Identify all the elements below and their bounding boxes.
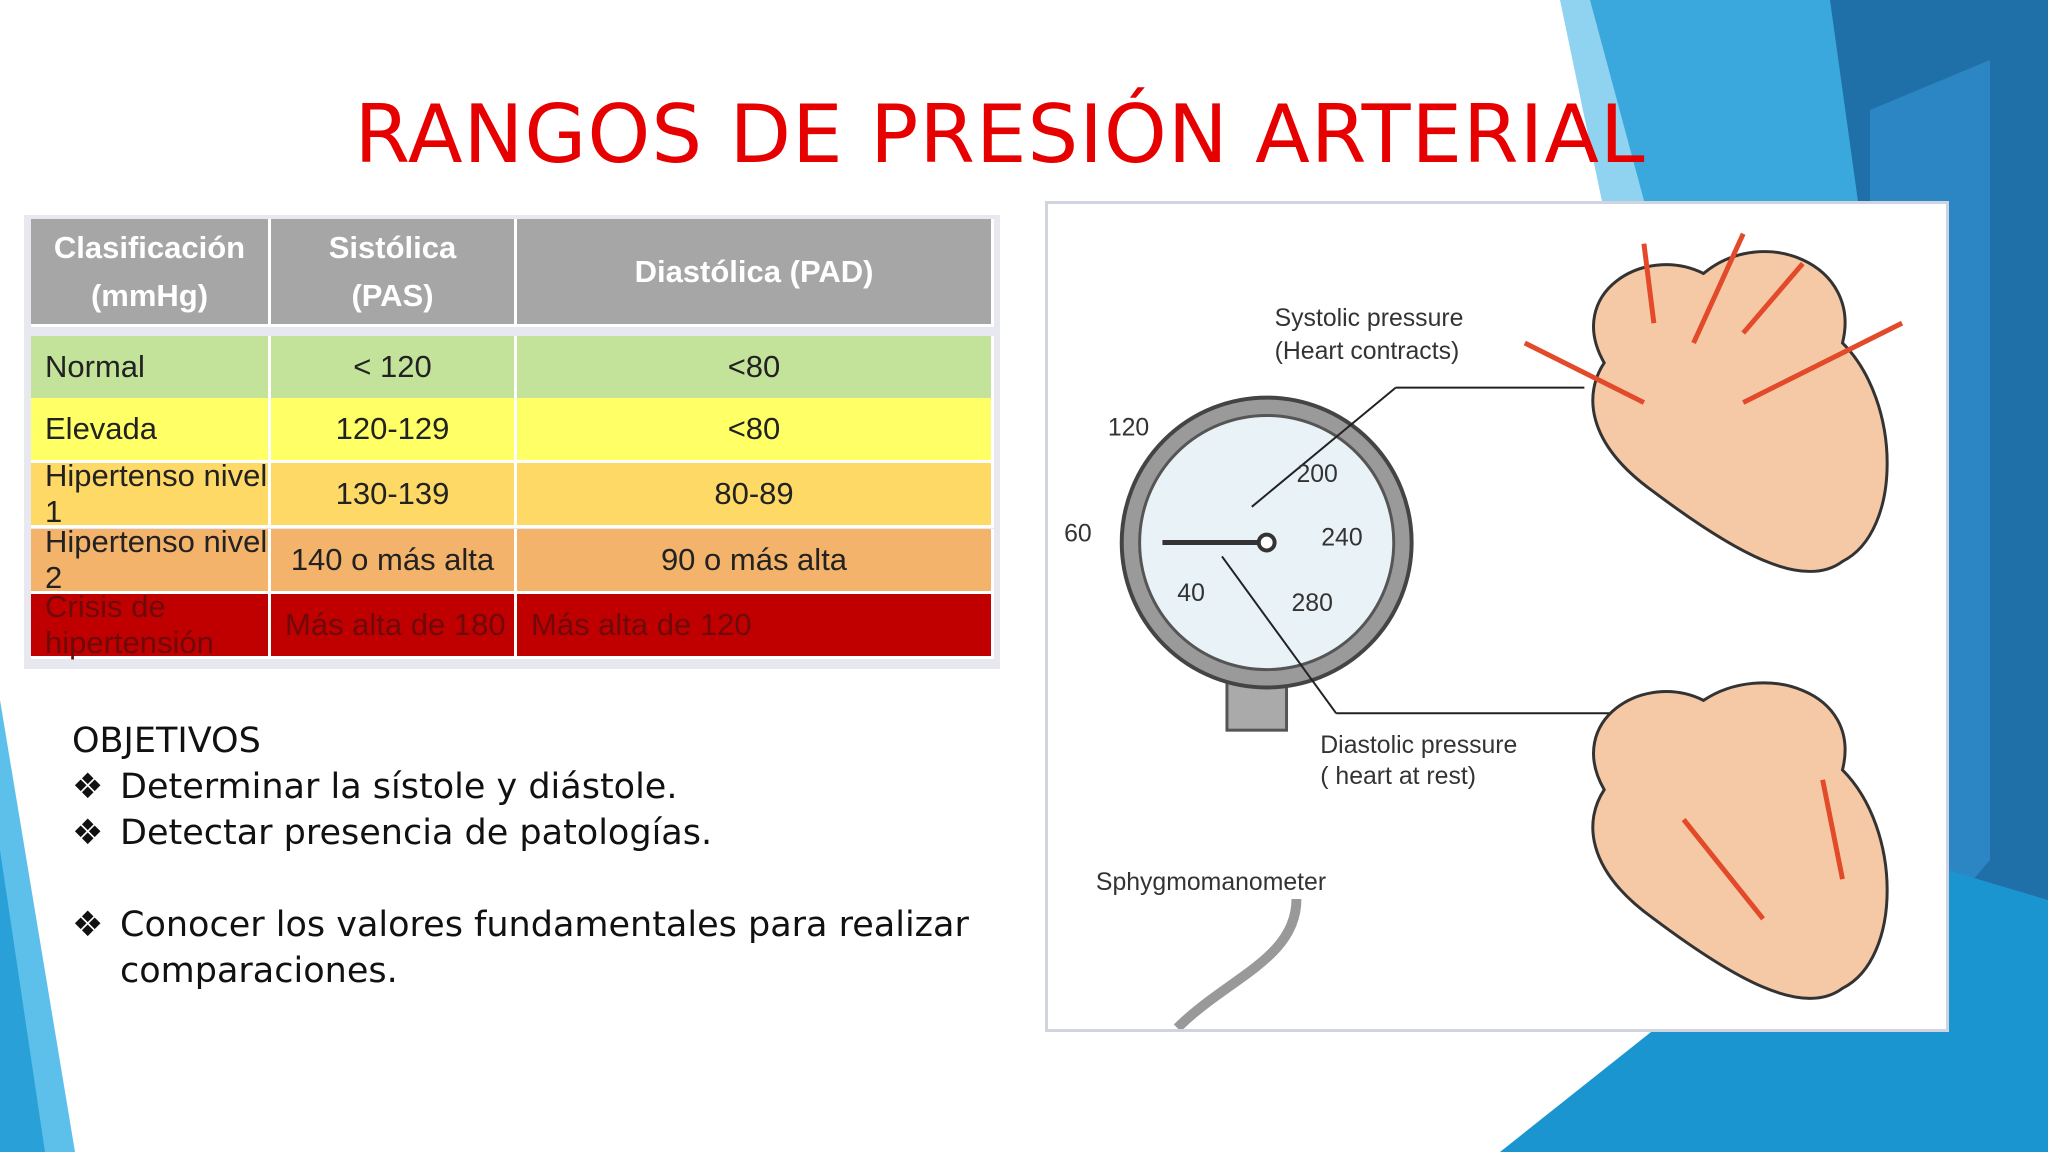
table-cell: 90 o más alta	[517, 529, 994, 594]
objective-text: Determinar la sístole y diástole.	[120, 767, 678, 807]
bullet: ❖	[72, 767, 104, 807]
objective-item: ❖ Determinar la sístole y diástole.	[72, 764, 1040, 810]
table-cell: <80	[517, 336, 994, 401]
bullet: ❖	[72, 905, 104, 945]
table-cell: < 120	[271, 336, 517, 401]
systolic-note: (Heart contracts)	[1275, 338, 1460, 365]
objective-text: Conocer los valores fundamentales para r…	[120, 905, 969, 991]
title: RANGOS DE PRESIÓN ARTERIAL	[354, 88, 1646, 181]
gauge-number: 200	[1296, 461, 1337, 488]
diastolic-note: ( heart at rest)	[1320, 763, 1476, 790]
header-text: Sistólica	[328, 229, 457, 265]
objective-text: Detectar presencia de patologías.	[120, 813, 713, 853]
table-cell: Hipertenso nivel 2	[31, 524, 271, 595]
gauge-drawing	[1119, 386, 1615, 1029]
objectives-heading: OBJETIVOS	[72, 721, 261, 761]
systolic-label: Systolic pressure	[1275, 305, 1464, 332]
table-cell: Hipertenso nivel 1	[31, 458, 271, 529]
gauge-number: 280	[1291, 590, 1332, 617]
pressure-table: Clasificación (mmHg) Sistólica (PAS) Diastól…	[24, 215, 1000, 669]
header-text: Diastólica (PAD)	[634, 253, 874, 289]
header-cell: Clasificación (mmHg)	[31, 219, 271, 327]
objective-item: ❖ Detectar presencia de patologías.	[72, 810, 1040, 856]
table-cell: Crisis de hipertensión	[31, 589, 271, 660]
header-cell: Diastólica (PAD)	[517, 219, 994, 327]
heart-figure: Systolic pressure (Heart contracts) Dias…	[1045, 201, 1949, 1032]
table-cell: Más alta de 120	[517, 594, 994, 659]
table-cell: Elevada	[31, 398, 271, 463]
heart-drawings	[1523, 232, 1904, 1000]
objective-item: ❖ Conocer los valores fundamentales para …	[72, 902, 1040, 994]
table-cell: 130-139	[271, 463, 517, 528]
diastolic-label: Diastolic pressure	[1320, 732, 1517, 759]
gauge-number: 120	[1108, 414, 1149, 441]
table-cell: <80	[517, 398, 994, 463]
objectives: OBJETIVOS ❖ Determinar la sístole y diást…	[72, 718, 1040, 994]
header-text: (PAS)	[351, 277, 434, 313]
table-cell: Normal	[31, 336, 271, 401]
table-cell: Más alta de 180	[271, 594, 517, 659]
table-cell: 80-89	[517, 463, 994, 528]
gauge-number: 40	[1177, 580, 1205, 607]
header-text: Clasificación	[53, 229, 246, 265]
gauge-number: 60	[1064, 521, 1092, 548]
header-cell: Sistólica (PAS)	[271, 219, 517, 327]
header-text: (mmHg)	[90, 277, 209, 313]
bullet: ❖	[72, 813, 104, 853]
table-cell: 120-129	[271, 398, 517, 463]
table-cell: 140 o más alta	[271, 529, 517, 594]
device-label: Sphygmomanometer	[1096, 869, 1326, 896]
gauge-number: 240	[1321, 525, 1362, 552]
